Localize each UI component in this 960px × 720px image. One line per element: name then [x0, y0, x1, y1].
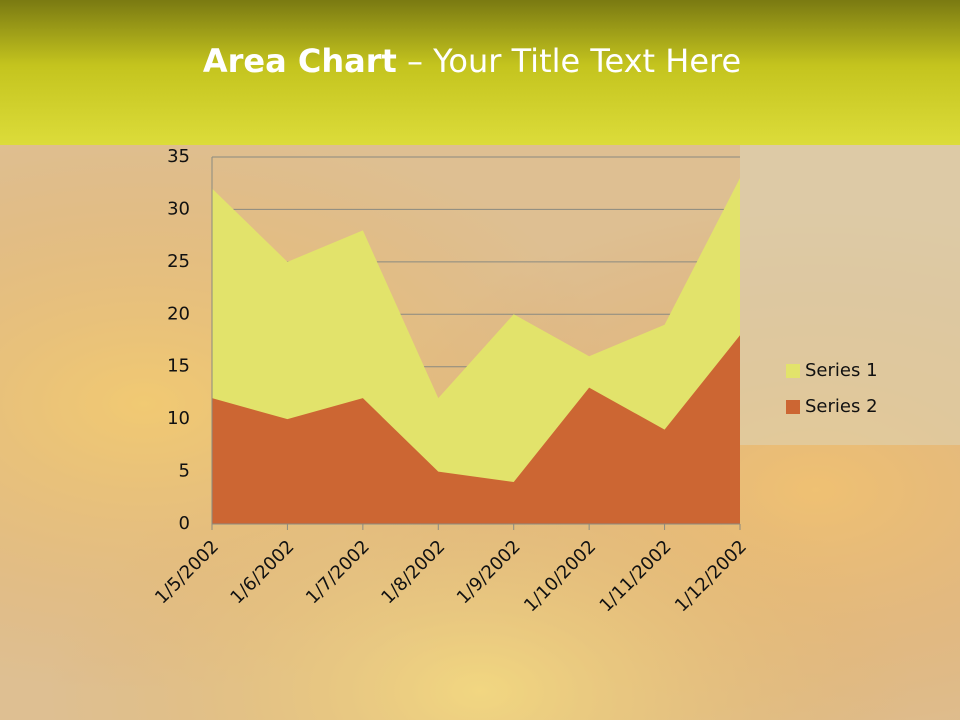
y-tick-label: 10: [167, 408, 190, 429]
title-bold: Area Chart: [203, 42, 397, 80]
title-rest: – Your Title Text Here: [407, 42, 741, 80]
y-tick-label: 30: [167, 198, 190, 219]
y-tick-label: 0: [179, 513, 190, 534]
legend-label: Series 1: [805, 360, 878, 381]
legend-label: Series 2: [805, 396, 878, 417]
area-series: [212, 335, 740, 524]
y-tick-label: 25: [167, 251, 190, 272]
y-tick-label: 35: [167, 146, 190, 167]
legend-swatch: [786, 364, 800, 378]
slide-title: Area Chart – Your Title Text Here: [203, 42, 741, 80]
y-tick-label: 5: [179, 461, 190, 482]
y-tick-label: 15: [167, 356, 190, 377]
legend-swatch: [786, 400, 800, 414]
y-tick-label: 20: [167, 303, 190, 324]
